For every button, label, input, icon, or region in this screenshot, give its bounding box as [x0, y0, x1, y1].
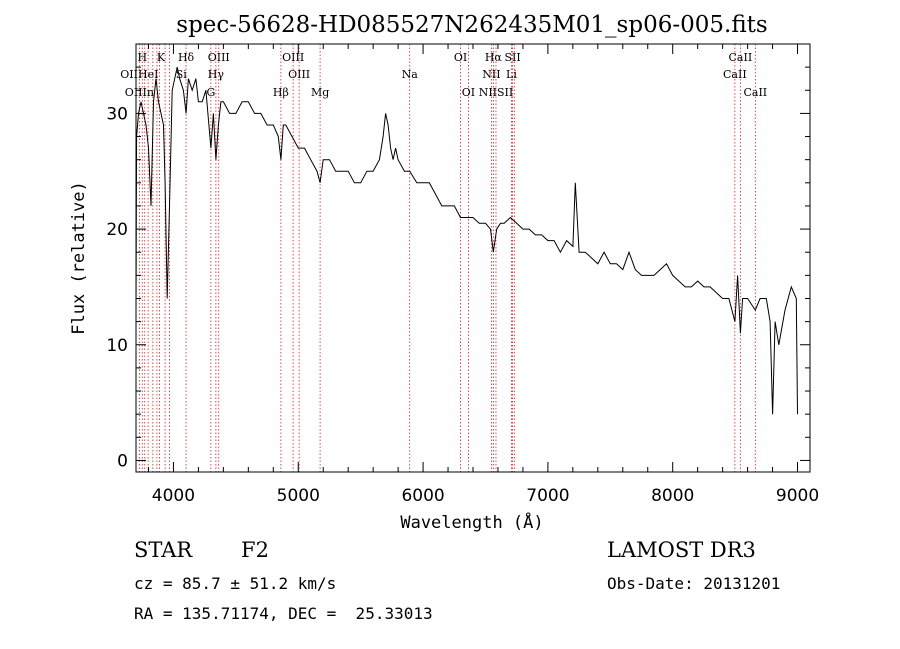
- x-axis-label: Wavelength (Å): [400, 511, 543, 533]
- object-subclass: F2: [241, 538, 269, 562]
- spectral-line-label: Hα: [485, 51, 503, 64]
- spectral-line-label: Hβ: [273, 86, 289, 99]
- y-tick-label: 0: [117, 451, 128, 471]
- spectral-line-label: OI: [454, 51, 467, 64]
- spectral-line-label: Na: [402, 68, 419, 81]
- y-tick-label: 30: [106, 104, 128, 124]
- chart-title: spec-56628-HD085527N262435M01_sp06-005.f…: [176, 12, 767, 38]
- y-axis-label: Flux (relative): [69, 181, 89, 335]
- ra-dec: RA = 135.71174, DEC = 25.33013: [134, 604, 433, 623]
- spectral-line-label: H: [137, 51, 147, 64]
- x-tick-label: 4000: [152, 486, 195, 506]
- y-tick-label: 10: [106, 336, 128, 356]
- spectral-line-label: OIIHeI: [120, 68, 158, 81]
- y-axis-ticks: 0 10 20 30: [106, 66, 810, 471]
- spectral-line-label: Hγ: [208, 68, 225, 81]
- line-labels: H K Hδ OIII OIII OI Hα SII CaII OIIHeI Si Hγ OIII Na N…: [120, 51, 767, 99]
- spectral-line-label: OIIIn: [125, 86, 154, 99]
- spectral-line-label: Li: [506, 68, 517, 81]
- x-tick-label: 8000: [651, 486, 694, 506]
- x-tick-label: 9000: [776, 486, 819, 506]
- spectral-line-label: NIISII: [479, 86, 514, 99]
- redshift-cz: cz = 85.7 ± 51.2 km/s: [134, 574, 337, 593]
- x-axis-ticks: 4000 5000 6000 7000 8000 9000: [147, 44, 819, 506]
- x-tick-label: 6000: [401, 486, 444, 506]
- spectral-line-label: Si: [176, 68, 188, 81]
- spectral-line-label: CaII: [743, 86, 767, 99]
- plot-frame: [135, 43, 811, 473]
- spectral-line-label: G: [206, 86, 215, 99]
- obs-date: Obs-Date: 20131201: [607, 574, 781, 593]
- spectral-line-label: Mg: [311, 86, 329, 99]
- spectral-line-label: Hδ: [178, 51, 195, 64]
- x-tick-label: 5000: [277, 486, 320, 506]
- spectral-line-label: K: [157, 51, 166, 64]
- spectral-line-label: SII: [504, 51, 520, 64]
- object-class: STAR: [134, 538, 193, 562]
- spectral-line-label: OIII: [208, 51, 230, 64]
- x-tick-label: 7000: [526, 486, 569, 506]
- spectral-line-label: CaII: [723, 68, 747, 81]
- spectral-line-label: OI: [462, 86, 475, 99]
- spectral-line-label: CaII: [729, 51, 753, 64]
- survey-name: LAMOST DR3: [607, 538, 756, 562]
- spectral-line-label: NII: [482, 68, 500, 81]
- spectral-line-label: OIII: [288, 68, 310, 81]
- spectrum-line: [135, 66, 798, 415]
- y-tick-label: 20: [106, 220, 128, 240]
- spectral-line-label: OIII: [282, 51, 304, 64]
- line-markers: [138, 44, 756, 472]
